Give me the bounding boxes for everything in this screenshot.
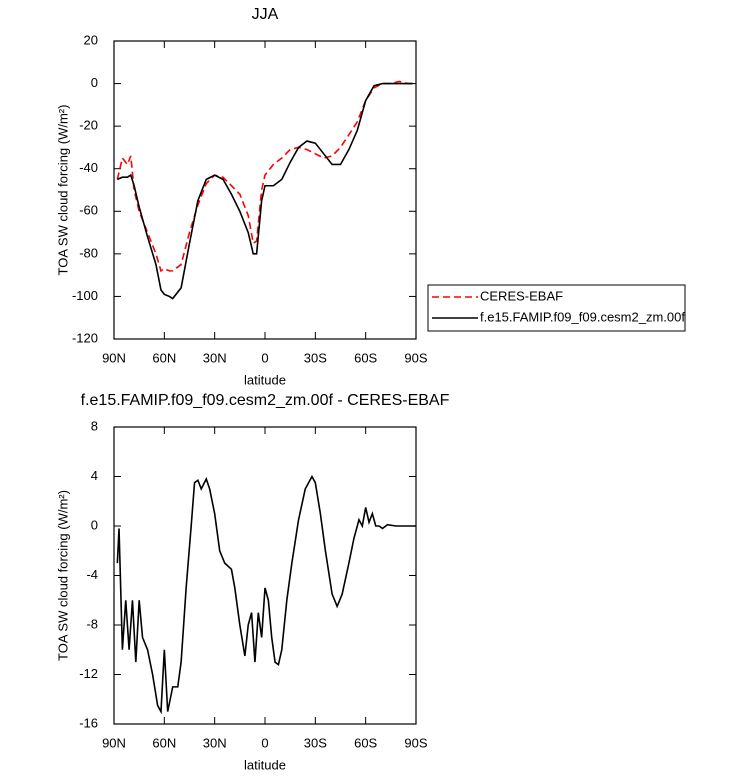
x-tick-label: 60S (354, 350, 377, 365)
x-tick-label: 90S (404, 735, 427, 750)
y-tick-label: -40 (79, 160, 98, 175)
plot-frame (113, 40, 417, 340)
x-axis-label: latitude (244, 372, 286, 387)
series-line (116, 80, 413, 273)
plot-frame (113, 426, 417, 725)
y-tick-label: -8 (86, 616, 98, 631)
x-tick-label: 90S (404, 350, 427, 365)
y-tick-label: 4 (91, 468, 98, 483)
y-axis-label: TOA SW cloud forcing (W/m²) (55, 105, 70, 276)
x-tick-label: 30N (203, 350, 227, 365)
x-tick-label: 0 (261, 735, 268, 750)
chart-title: JJA (252, 6, 279, 23)
y-tick-label: 20 (84, 32, 98, 47)
x-tick-label: 0 (261, 350, 268, 365)
x-tick-label: 90N (102, 735, 126, 750)
x-tick-label: 30N (203, 735, 227, 750)
y-tick-label: 0 (91, 75, 98, 90)
y-tick-label: 0 (91, 517, 98, 532)
x-tick-label: 60N (152, 735, 176, 750)
y-axis-label: TOA SW cloud forcing (W/m²) (55, 490, 70, 661)
x-tick-label: 30S (304, 350, 327, 365)
x-tick-label: 60S (354, 735, 377, 750)
y-tick-label: -16 (79, 715, 98, 730)
chart-title: f.e15.FAMIP.f09_f09.cesm2_zm.00f - CERES… (81, 392, 450, 409)
y-tick-label: -120 (72, 330, 98, 345)
legend-box (427, 284, 686, 332)
y-tick-label: -60 (79, 203, 98, 218)
x-tick-label: 90N (102, 350, 126, 365)
series-line (116, 474, 416, 715)
x-tick-label: 60N (152, 350, 176, 365)
y-tick-label: -12 (79, 666, 98, 681)
y-tick-label: -4 (86, 567, 98, 582)
x-tick-label: 30S (304, 735, 327, 750)
series-line (117, 82, 413, 300)
y-tick-label: 8 (91, 418, 98, 433)
x-axis-label: latitude (244, 757, 286, 772)
legend-label: CERES-EBAF (480, 288, 563, 303)
legend-label: f.e15.FAMIP.f09_f09.cesm2_zm.00f (480, 309, 685, 324)
y-tick-label: -80 (79, 245, 98, 260)
y-tick-label: -20 (79, 118, 98, 133)
y-tick-label: -100 (72, 288, 98, 303)
